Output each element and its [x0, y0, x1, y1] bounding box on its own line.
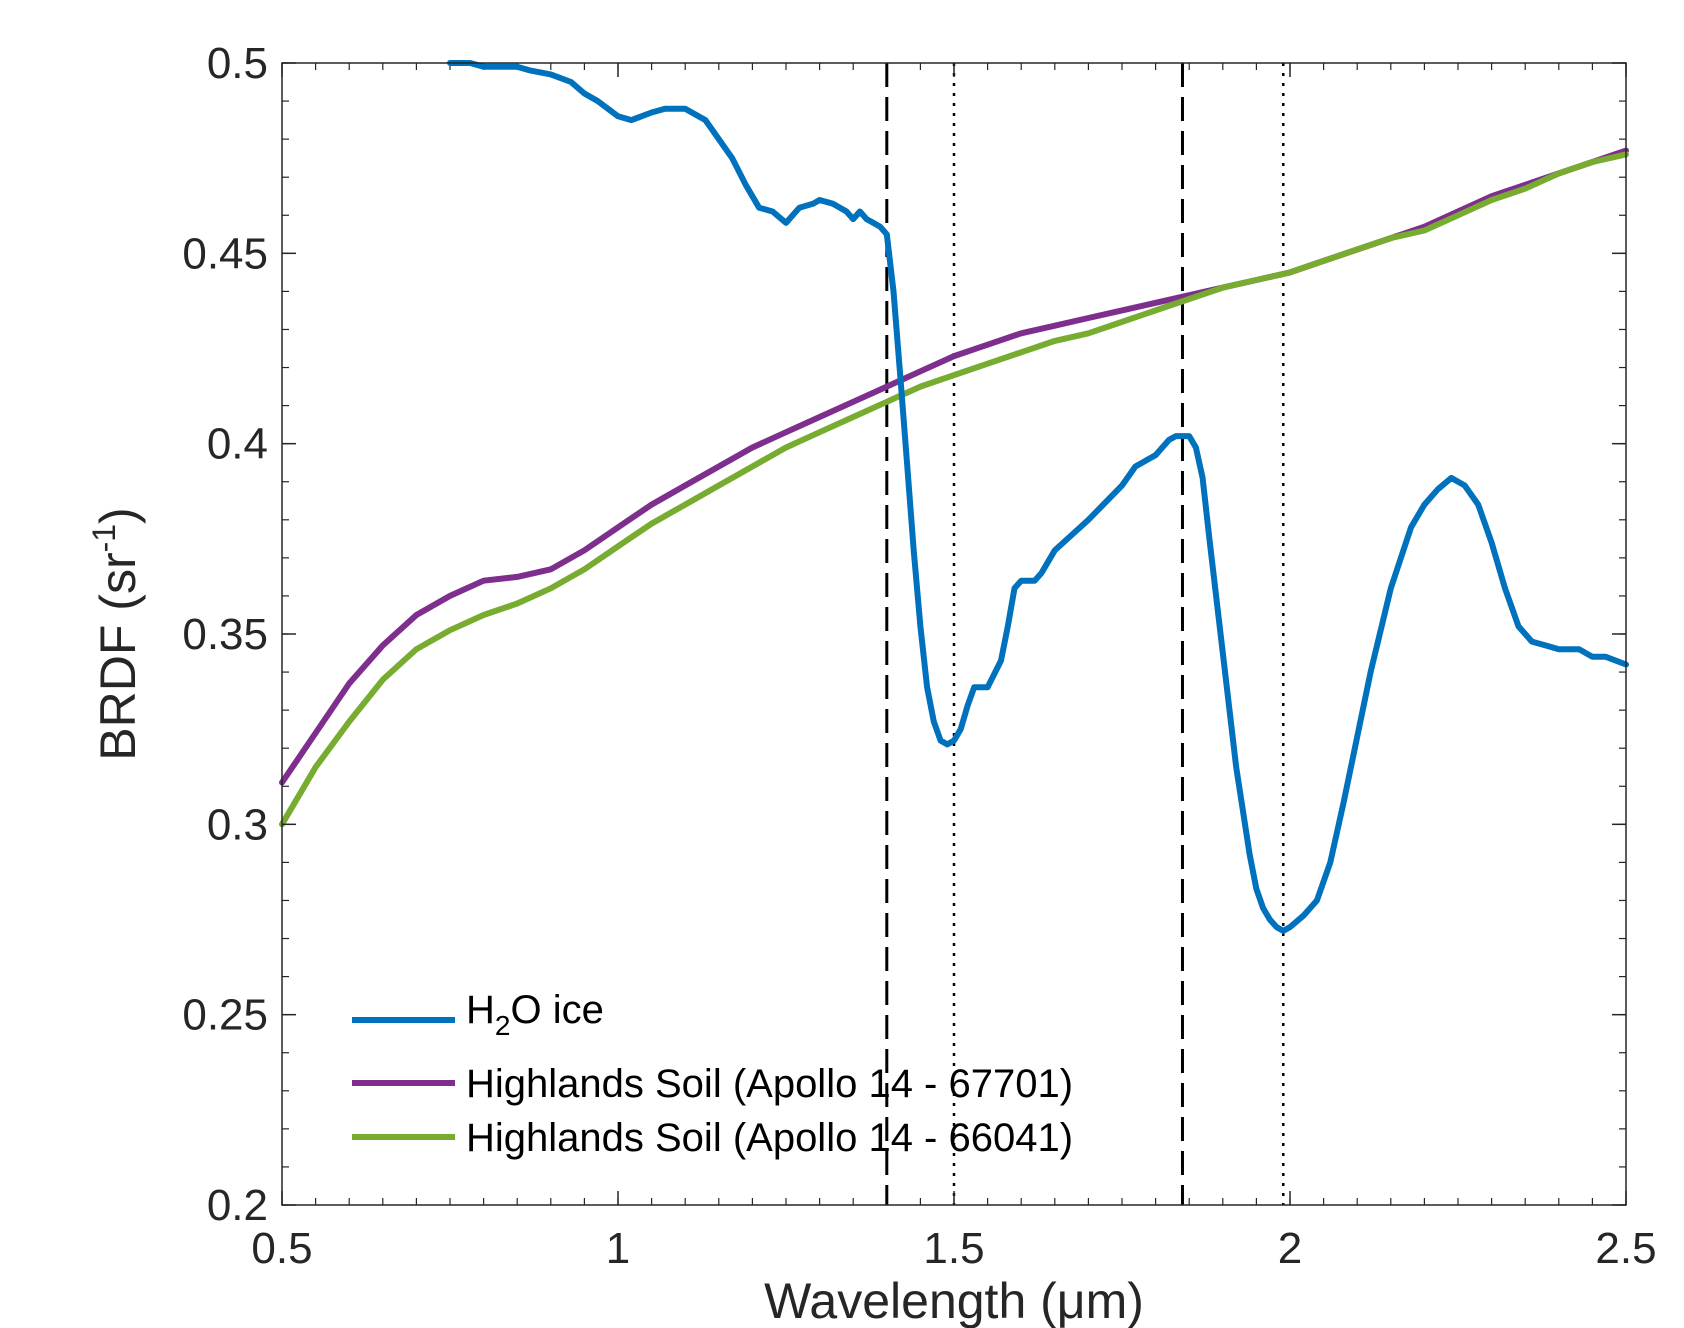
- tick-labels: 0.5 1 1.5 2 2.5 0.2 0.25 0.3 0.35 0.4 0.45 0.5: [182, 39, 1656, 1273]
- y-axis-label: BRDF (sr-1): [86, 507, 146, 760]
- x-tick-label: 2: [1278, 1224, 1302, 1273]
- legend-label-66041: Highlands Soil (Apollo 14 - 66041): [466, 1116, 1073, 1160]
- x-axis-label: Wavelength (μm): [764, 1273, 1144, 1328]
- minor-ticks: [281, 62, 1627, 1206]
- legend-h2o-rest: O ice: [510, 988, 603, 1032]
- y-tick-label: 0.2: [207, 1181, 268, 1230]
- x-tick-label: 0.5: [251, 1224, 312, 1273]
- h2o-ice-line: [447, 60, 1629, 934]
- legend: H2O ice Highlands Soil (Apollo 14 - 6770…: [352, 988, 1073, 1160]
- x-tick-label: 1.5: [923, 1224, 984, 1273]
- highlands-soil-66041-line: [279, 151, 1629, 828]
- legend-h2o-main: H: [466, 988, 495, 1032]
- y-tick-label: 0.4: [207, 420, 268, 469]
- axes-box: [281, 62, 1627, 1206]
- y-tick-label: 0.45: [182, 229, 268, 278]
- legend-label-67701: Highlands Soil (Apollo 14 - 67701): [466, 1062, 1073, 1106]
- y-tick-label: 0.3: [207, 800, 268, 849]
- y-tick-label: 0.35: [182, 610, 268, 659]
- series-group: [279, 60, 1629, 934]
- legend-h2o-sub: 2: [495, 1010, 511, 1041]
- x-tick-label: 1: [606, 1224, 630, 1273]
- y-tick-label: 0.5: [207, 39, 268, 88]
- y-axis-label-sup: -1: [86, 524, 122, 552]
- x-tick-label: 2.5: [1595, 1224, 1656, 1273]
- legend-label-h2o-ice: H2O ice: [466, 988, 604, 1041]
- y-tick-label: 0.25: [182, 991, 268, 1040]
- y-axis-label-main: BRDF (sr: [90, 552, 146, 760]
- y-axis-label-close: ): [90, 507, 146, 524]
